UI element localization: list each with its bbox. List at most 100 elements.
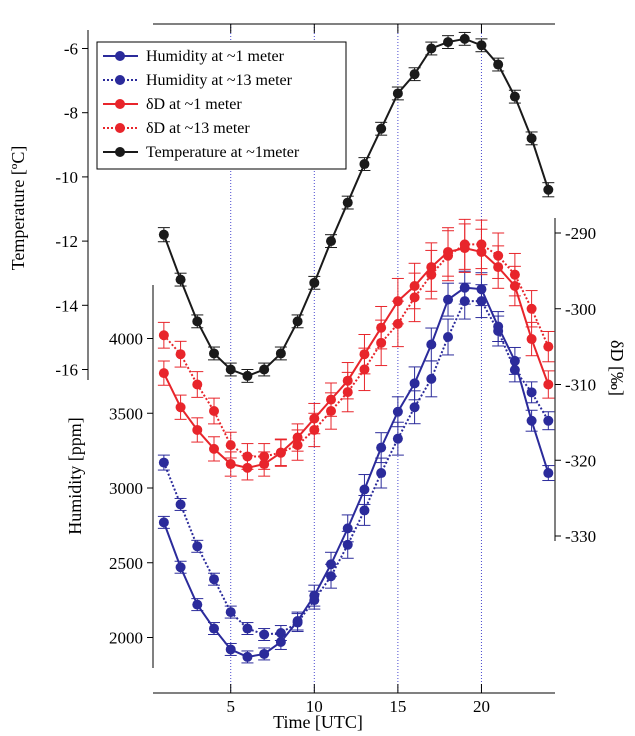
data-point: [509, 355, 520, 366]
deltad-axis-title: δD [‰]: [607, 340, 627, 396]
series-2: [157, 223, 555, 481]
data-point: [292, 616, 303, 627]
deltad-tick-label: -290: [565, 224, 596, 243]
data-point: [409, 69, 420, 80]
data-point: [175, 274, 186, 285]
data-point: [526, 387, 537, 398]
data-point: [326, 559, 337, 570]
temperature-axis-title: Temperature [ºC]: [8, 146, 28, 271]
data-point: [309, 590, 320, 601]
data-point: [326, 394, 337, 405]
data-point: [342, 375, 353, 386]
data-point: [526, 303, 537, 314]
data-point: [359, 159, 370, 170]
temperature-tick-label: -8: [64, 104, 78, 123]
data-point: [192, 316, 203, 327]
data-point: [476, 246, 487, 257]
x-tick-label: 10: [306, 697, 323, 716]
temperature-tick-label: -14: [55, 296, 78, 315]
data-point: [158, 517, 169, 528]
legend-box: [96, 41, 347, 170]
data-point: [275, 628, 286, 639]
data-point: [359, 505, 370, 516]
data-point: [259, 459, 270, 470]
data-point: [493, 262, 504, 273]
data-point: [309, 277, 320, 288]
humidity-axis-title: Humidity [ppm]: [65, 417, 85, 535]
legend-label: Humidity at ~1 meter: [146, 48, 285, 65]
data-point: [259, 364, 270, 375]
deltad-tick-label: -300: [565, 300, 596, 319]
data-point: [326, 236, 337, 247]
data-point: [376, 442, 387, 453]
data-point: [158, 229, 169, 240]
data-point: [175, 349, 186, 360]
data-point: [493, 59, 504, 70]
series-line: [162, 247, 550, 469]
data-point: [225, 459, 236, 470]
temperature-tick-label: -10: [55, 168, 78, 187]
humidity-tick-label: 2500: [109, 554, 143, 573]
data-point: [209, 623, 220, 634]
data-point: [242, 462, 253, 473]
data-point: [192, 541, 203, 552]
data-point: [342, 523, 353, 534]
data-point: [543, 379, 554, 390]
x-tick-label: 5: [226, 697, 235, 716]
data-point: [493, 321, 504, 332]
x-axis-title: Time [UTC]: [273, 712, 363, 732]
x-tick-label: 15: [389, 697, 406, 716]
data-point: [175, 402, 186, 413]
data-point: [209, 443, 220, 454]
data-point: [225, 440, 236, 451]
data-point: [376, 123, 387, 134]
humidity-tick-label: 3500: [109, 404, 143, 423]
data-point: [543, 184, 554, 195]
data-point: [392, 406, 403, 417]
data-point: [342, 197, 353, 208]
data-point: [409, 402, 420, 413]
data-point: [175, 562, 186, 573]
data-point: [309, 413, 320, 424]
data-point: [192, 379, 203, 390]
data-point: [225, 364, 236, 375]
series-3: [157, 218, 555, 470]
legend-swatch-marker: [115, 99, 125, 109]
series-line: [162, 300, 550, 636]
temperature-tick-label: -6: [64, 40, 78, 59]
x-tick-label: 20: [473, 697, 490, 716]
data-point: [443, 332, 454, 343]
data-point: [275, 636, 286, 647]
data-point: [392, 296, 403, 307]
legend-swatch-marker: [115, 51, 125, 61]
data-point: [376, 468, 387, 479]
series-0: [157, 270, 555, 664]
deltad-tick-label: -320: [565, 451, 596, 470]
series-line: [163, 243, 550, 458]
data-point: [409, 281, 420, 292]
data-point: [409, 378, 420, 389]
temperature-tick-label: -16: [55, 361, 78, 380]
data-point: [526, 133, 537, 144]
temperature-tick-label: -12: [55, 232, 78, 251]
data-point: [275, 447, 286, 458]
data-point: [192, 599, 203, 610]
legend-label: Temperature at ~1meter: [146, 144, 300, 161]
data-point: [292, 316, 303, 327]
legend-swatch-marker: [115, 147, 125, 157]
data-point: [443, 37, 454, 48]
data-point: [192, 424, 203, 435]
data-point: [426, 339, 437, 350]
data-point: [526, 415, 537, 426]
humidity-tick-label: 2000: [109, 629, 143, 648]
data-point: [259, 629, 270, 640]
deltad-tick-label: -310: [565, 376, 596, 395]
data-point: [376, 322, 387, 333]
legend-swatch-marker: [115, 123, 125, 133]
data-point: [158, 457, 169, 468]
series-1: [157, 282, 555, 641]
data-point: [392, 433, 403, 444]
data-point: [443, 294, 454, 305]
data-point: [459, 33, 470, 44]
